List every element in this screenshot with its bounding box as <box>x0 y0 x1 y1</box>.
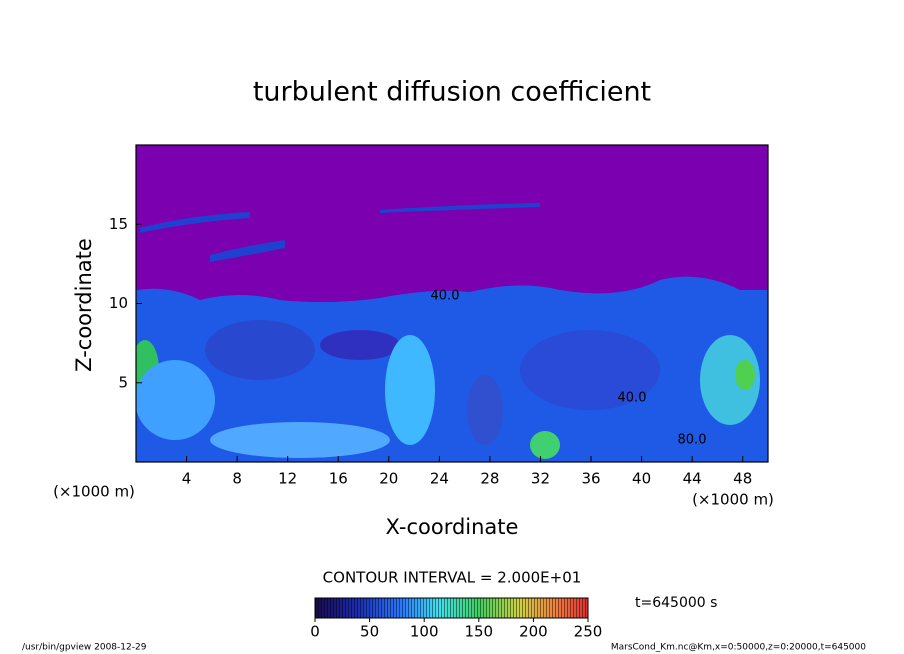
x-tick-label: 32 <box>531 470 550 488</box>
colorbar-tick-label: 0 <box>310 623 320 641</box>
x-axis-label: X-coordinate <box>386 515 519 539</box>
colorbar-tick-label: 150 <box>464 623 493 641</box>
x-unit: (×1000 m) <box>692 491 774 509</box>
contour-label: 40.0 <box>618 391 647 406</box>
colorbar-tick-label: 200 <box>519 623 548 641</box>
colorbar-frame <box>314 597 589 619</box>
colorbar-tick-label: 100 <box>410 623 439 641</box>
y-axis-label: Z-coordinate <box>72 238 96 372</box>
footer-right: MarsCond_Km.nc@Km,x=0:50000,z=0:20000,t=… <box>611 643 866 653</box>
colorbar-tick-label: 50 <box>360 623 379 641</box>
x-tick-label: 12 <box>278 470 297 488</box>
x-tick-label: 28 <box>480 470 499 488</box>
x-tick-label: 8 <box>232 470 242 488</box>
contour-label: 80.0 <box>678 433 707 448</box>
x-tick-label: 44 <box>683 470 702 488</box>
x-tick-label: 4 <box>182 470 192 488</box>
time-label: t=645000 s <box>635 595 717 611</box>
x-tick-label: 48 <box>733 470 752 488</box>
x-tick-label: 16 <box>329 470 348 488</box>
y-tick-label: 15 <box>109 215 128 233</box>
x-tick-label: 24 <box>430 470 449 488</box>
contour-label: 40.0 <box>431 289 460 304</box>
chart-title: turbulent diffusion coefficient <box>253 77 651 108</box>
contour-interval: CONTOUR INTERVAL = 2.000E+01 <box>323 569 582 587</box>
x-tick-label: 40 <box>632 470 651 488</box>
x-tick-label: 20 <box>379 470 398 488</box>
y-tick-label: 5 <box>118 373 128 391</box>
x-tick-label: 36 <box>581 470 600 488</box>
footer-left: /usr/bin/gpview 2008-12-29 <box>22 643 147 653</box>
colorbar-tick-label: 250 <box>574 623 603 641</box>
y-tick-label: 10 <box>109 294 128 312</box>
y-unit: (×1000 m) <box>53 483 135 501</box>
contour-field <box>136 145 768 462</box>
